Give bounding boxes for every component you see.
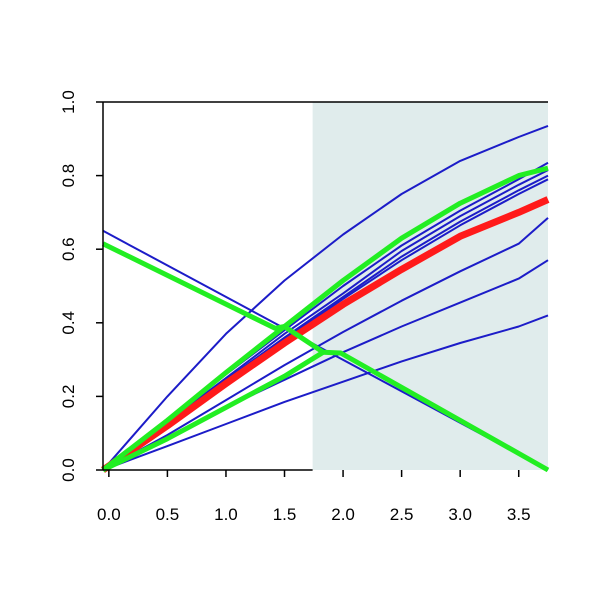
y-tick-label: 0.8	[59, 164, 78, 188]
x-tick-label: 2.5	[390, 505, 414, 524]
y-tick-label: 0.6	[59, 237, 78, 261]
x-tick-label: 1.5	[273, 505, 297, 524]
x-tick-label: 0.0	[97, 505, 121, 524]
series-line-13	[101, 350, 325, 473]
x-tick-label: 2.0	[331, 505, 355, 524]
y-tick-label: 0.2	[59, 385, 78, 409]
series-line-1	[102, 124, 549, 471]
x-tick-label: 3.5	[507, 505, 531, 524]
series-line-12	[101, 241, 550, 473]
x-tick-label: 0.5	[156, 505, 180, 524]
series-line-11	[101, 165, 549, 472]
series-layer	[101, 124, 550, 473]
x-tick-label: 3.0	[448, 505, 472, 524]
axes-layer: 0.0 0.5 1.0 1.5 2.0 2.5 3.0 3.5 0.0 0.2 0.4 0.6 0.8 1…	[59, 90, 548, 524]
series-line-10	[101, 196, 550, 473]
x-tick-label: 1.0	[214, 505, 238, 524]
series-line-8	[102, 314, 549, 471]
y-tick-label: 0.4	[59, 311, 78, 335]
series-line-6	[102, 217, 549, 471]
y-tick-label: 0.0	[59, 458, 78, 482]
y-tick-label: 1.0	[59, 90, 78, 114]
